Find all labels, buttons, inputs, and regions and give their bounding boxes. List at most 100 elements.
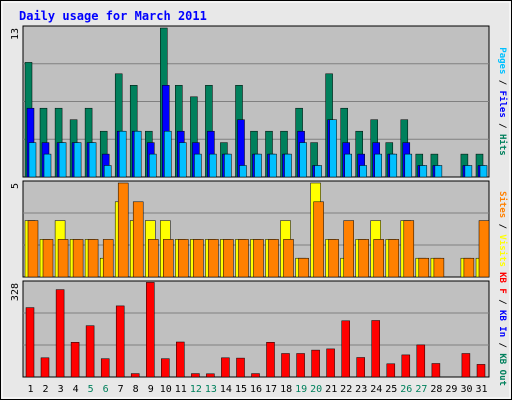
series-label-part: Sites [497,191,508,218]
day-label-9: 9 [148,384,154,395]
panel-background [22,280,490,378]
bar-kb_f-day-14 [221,357,230,378]
bar-pages-day-1 [28,142,37,178]
day-label-7: 7 [118,384,124,395]
bar-kb_f-day-21 [326,348,335,378]
series-label-part: KB F [497,272,507,294]
bar-kb_f-day-26 [401,354,411,378]
bar-sites-day-2 [42,239,54,278]
bar-pages-day-27 [419,165,428,178]
series-label-part: / [497,218,507,234]
series-label-part: / [497,294,507,310]
series-label-part: / [497,337,507,353]
bar-kb_f-day-18 [281,353,290,378]
day-label-26: 26 [400,384,412,395]
bar-sites-day-16 [253,239,264,278]
bar-sites-day-20 [313,201,324,278]
bar-pages-day-20 [314,165,322,178]
bar-kb_f-day-31 [476,364,486,378]
bar-pages-day-14 [224,153,232,178]
day-label-25: 25 [385,384,397,395]
bar-pages-day-7 [118,130,127,178]
chart-title: Daily usage for March 2011 [19,9,207,23]
bar-sites-day-11 [178,239,189,278]
bar-pages-day-18 [284,153,292,178]
day-label-10: 10 [160,384,172,395]
bar-kb_f-day-27 [416,344,426,378]
bar-kb_f-day-2 [40,357,50,378]
bar-kb_f-day-3 [55,289,65,378]
series-label-part: Files [497,91,508,118]
day-label-11: 11 [175,384,187,395]
bar-kb_f-day-25 [386,363,396,378]
bar-sites-day-9 [148,239,159,278]
bar-sites-day-7 [117,182,129,278]
day-axis: 1 2 3 4 5 6 7 8 9 10 11 12 13 14 15 16 17 18 19 20 21 22 23 24 2… [27,384,487,395]
bar-kb_f-day-17 [266,342,275,378]
day-label-23: 23 [355,384,367,395]
bar-pages-day-16 [254,153,262,178]
panel-3: 328 KB F / KB In / KB Out [10,272,507,386]
bar-pages-day-11 [179,142,187,178]
bar-sites-day-18 [283,239,294,278]
bar-pages-day-26 [404,153,413,178]
bar-sites-day-15 [238,239,249,278]
day-label-20: 20 [310,384,322,395]
panel-max-label: 5 [10,183,21,189]
series-label-part: / [497,118,507,134]
bar-pages-day-4 [73,142,82,178]
bar-kb_f-day-5 [85,325,95,378]
series-label-part: / [497,74,507,90]
day-label-15: 15 [235,384,247,395]
bar-kb_f-day-11 [176,341,185,378]
panel-series-label: Pages / Files / Hits [497,47,508,155]
bar-pages-day-24 [374,153,382,178]
bar-kb_f-day-4 [70,342,80,378]
day-label-18: 18 [280,384,292,395]
bar-kb_f-day-16 [251,373,260,378]
day-label-13: 13 [205,384,217,395]
chart-frame-inner [1,1,511,399]
bar-kb_f-day-13 [206,373,215,378]
panel-series-label: KB F / KB In / KB Out [497,272,507,386]
bar-pages-day-2 [43,153,52,178]
bar-sites-day-26 [403,220,415,278]
day-label-17: 17 [265,384,277,395]
bar-pages-day-10 [164,130,172,178]
chart-panels: 13 Pages / Files / Hits 5 Sites / Visits 328… [10,25,508,386]
panel-2: 5 Sites / Visits [10,180,508,278]
bar-kb_f-day-1 [25,307,35,378]
bar-pages-day-9 [149,153,157,178]
bar-sites-day-21 [328,239,339,278]
bar-pages-day-12 [194,153,202,178]
bar-kb_f-day-30 [461,353,471,378]
series-label-part: KB In [497,310,507,337]
bar-sites-day-10 [163,239,174,278]
bar-pages-day-15 [239,165,247,178]
bar-pages-day-13 [209,153,217,178]
bar-pages-day-23 [359,165,367,178]
bar-kb_f-day-28 [431,363,441,378]
day-label-4: 4 [73,384,79,395]
bar-sites-day-17 [268,239,279,278]
panel-1: 13 Pages / Files / Hits [10,25,508,178]
bar-kb_f-day-20 [311,349,320,378]
bar-sites-day-24 [373,239,384,278]
day-label-5: 5 [88,384,94,395]
panel-series-label: Sites / Visits [497,191,508,267]
bar-sites-day-13 [208,239,219,278]
bar-pages-day-25 [389,153,398,178]
day-label-29: 29 [445,384,457,395]
bar-sites-day-14 [223,239,234,278]
day-label-6: 6 [103,384,109,395]
day-label-3: 3 [58,384,64,395]
series-label-part: KB Out [497,353,507,386]
bar-sites-day-12 [193,239,204,278]
day-label-27: 27 [415,384,427,395]
series-label-part: Pages [497,47,507,74]
panel-max-label: 328 [10,283,21,301]
day-label-22: 22 [340,384,352,395]
bar-kb_f-day-22 [341,320,350,378]
bar-pages-day-17 [269,153,277,178]
